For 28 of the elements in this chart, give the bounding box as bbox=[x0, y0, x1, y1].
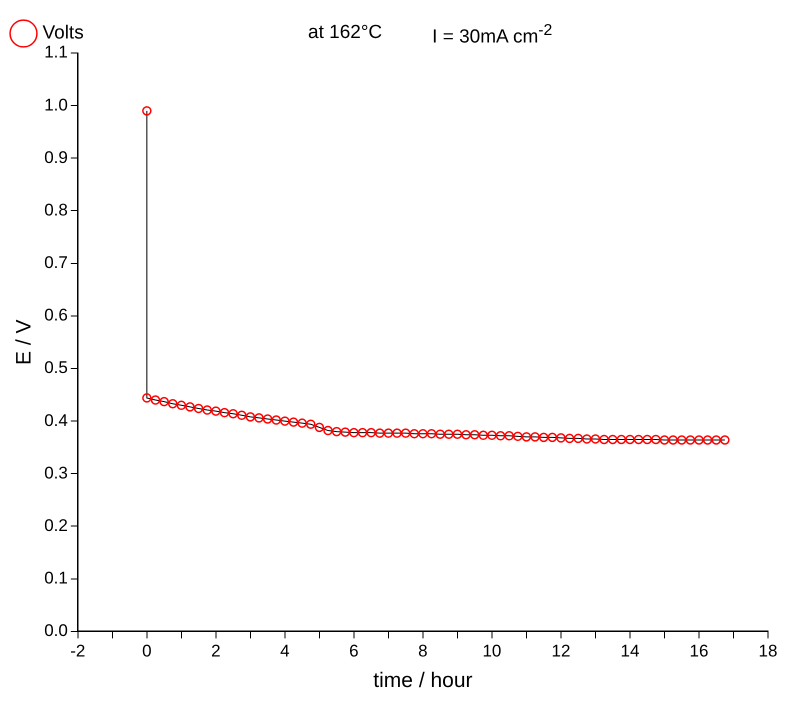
x-tick-label: 4 bbox=[280, 641, 290, 660]
y-tick-label: 0.1 bbox=[44, 568, 68, 588]
x-tick-label: 14 bbox=[620, 641, 640, 660]
y-tick-label: 0.7 bbox=[44, 253, 68, 272]
y-tick-label: 0.9 bbox=[44, 148, 68, 167]
y-tick-label: 0.3 bbox=[44, 463, 68, 482]
y-tick-label: 0.5 bbox=[44, 358, 68, 378]
x-tick-label: 0 bbox=[142, 641, 152, 660]
y-tick-label: 0.0 bbox=[44, 621, 68, 640]
y-tick-label: 0.4 bbox=[44, 410, 68, 430]
text: I = 30mA cm$^{-2}$ bbox=[432, 22, 552, 48]
y-tick-label: 1.1 bbox=[44, 42, 68, 62]
text: at 162°C bbox=[308, 22, 382, 45]
x-tick-label: 18 bbox=[758, 641, 778, 660]
y-axis-title: E / V bbox=[12, 319, 36, 365]
y-tick-label: 1.0 bbox=[44, 95, 68, 114]
y-tick-label: 0.8 bbox=[44, 200, 68, 220]
x-tick-label: 6 bbox=[349, 641, 359, 660]
x-tick-label: 2 bbox=[211, 641, 221, 660]
x-tick-label: 8 bbox=[418, 641, 428, 660]
x-tick-label: 16 bbox=[690, 641, 708, 660]
x-tick-label: 10 bbox=[482, 641, 502, 660]
y-tick-label: 0.2 bbox=[44, 516, 68, 535]
x-tick-label: 12 bbox=[551, 641, 570, 660]
y-tick-label: 0.6 bbox=[44, 306, 68, 325]
x-axis-title: time / hour bbox=[373, 669, 473, 692]
legend-label: Volts bbox=[42, 22, 84, 44]
x-tick-label: -2 bbox=[70, 641, 86, 660]
